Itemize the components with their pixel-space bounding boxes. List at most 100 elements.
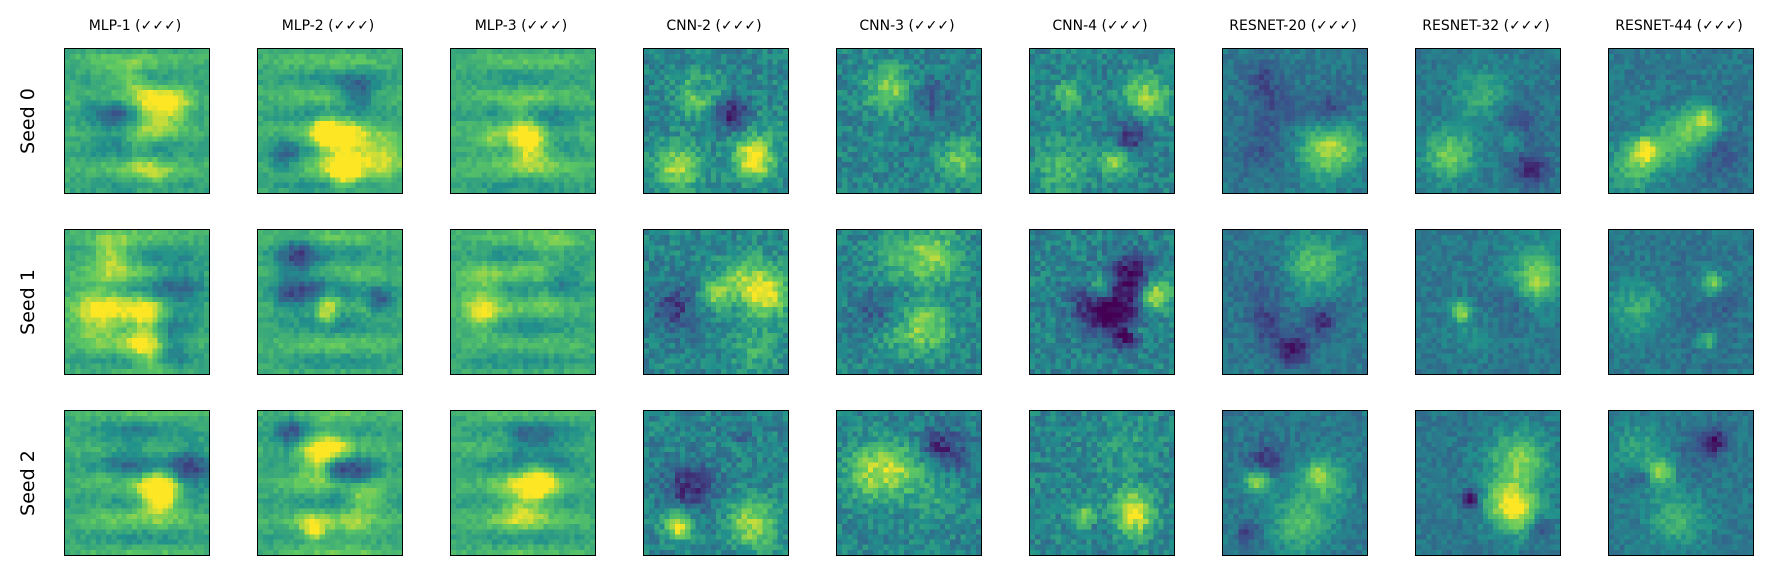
heatmap-cell	[762, 54, 767, 59]
heatmap-cell	[894, 70, 899, 75]
heatmap-cell	[726, 147, 731, 152]
heatmap-cell	[199, 131, 204, 136]
column-title-cnn-2: CNN-2 (✓✓✓)	[604, 17, 824, 35]
heatmap-cell	[273, 188, 278, 193]
heatmap-cell	[194, 54, 199, 59]
heatmap-cell	[654, 121, 659, 126]
heatmap-cell	[304, 147, 309, 152]
heatmap-cell	[371, 85, 376, 90]
heatmap-cell	[670, 178, 675, 183]
heatmap-cell	[513, 85, 518, 90]
heatmap-cell	[716, 172, 721, 177]
heatmap-cell	[966, 162, 971, 167]
heatmap-cell	[1169, 178, 1174, 183]
heatmap-cell	[304, 100, 309, 105]
heatmap-cell	[1087, 49, 1092, 54]
heatmap-cell	[726, 49, 731, 54]
heatmap-cell	[955, 167, 960, 172]
heatmap-cell	[888, 85, 893, 90]
heatmap-cell	[122, 111, 127, 116]
heatmap-cell	[747, 147, 752, 152]
heatmap-cell	[945, 111, 950, 116]
heatmap-cell	[549, 136, 554, 141]
heatmap-cell	[397, 80, 402, 85]
heatmap-cell	[273, 106, 278, 111]
heatmap-cell	[878, 131, 883, 136]
heatmap-cell	[91, 142, 96, 147]
heatmap-cell	[518, 59, 523, 64]
heatmap-cell	[279, 100, 284, 105]
heatmap-cell	[523, 59, 528, 64]
heatmap-cell	[1259, 95, 1264, 100]
heatmap-cell	[472, 80, 477, 85]
heatmap-cell	[1352, 49, 1357, 54]
heatmap-cell	[466, 111, 471, 116]
heatmap-cell	[1035, 85, 1040, 90]
heatmap-cell	[492, 172, 497, 177]
heatmap-cell	[654, 152, 659, 157]
heatmap-cell	[376, 188, 381, 193]
heatmap-cell	[1040, 111, 1045, 116]
heatmap-cell	[1346, 64, 1351, 69]
heatmap-cell	[716, 106, 721, 111]
heatmap-cell	[1061, 64, 1066, 69]
heatmap-cell	[122, 121, 127, 126]
heatmap-cell	[960, 183, 965, 188]
heatmap-cell	[258, 106, 263, 111]
heatmap-cell	[752, 116, 757, 121]
heatmap-cell	[111, 131, 116, 136]
heatmap-cell	[858, 64, 863, 69]
heatmap-cell	[263, 75, 268, 80]
heatmap-cell	[466, 90, 471, 95]
heatmap-cell	[852, 136, 857, 141]
heatmap-cell	[273, 142, 278, 147]
heatmap-cell	[909, 100, 914, 105]
heatmap-cell	[1081, 111, 1086, 116]
heatmap-cell	[1061, 75, 1066, 80]
heatmap-cell	[868, 80, 873, 85]
heatmap-cell	[1143, 126, 1148, 131]
heatmap-cell	[649, 147, 654, 152]
heatmap-cell	[737, 85, 742, 90]
heatmap-cell	[65, 178, 70, 183]
heatmap-cell	[456, 85, 461, 90]
heatmap-cell	[477, 49, 482, 54]
heatmap-cell	[279, 183, 284, 188]
heatmap-cell	[878, 95, 883, 100]
heatmap-cell	[966, 64, 971, 69]
heatmap-cell	[955, 85, 960, 90]
heatmap-cell	[127, 80, 132, 85]
heatmap-cell	[1133, 100, 1138, 105]
heatmap-cell	[96, 111, 101, 116]
heatmap-cell	[204, 188, 209, 193]
heatmap-cell	[1092, 59, 1097, 64]
heatmap-cell	[1092, 126, 1097, 131]
heatmap-cell	[585, 95, 590, 100]
heatmap-cell	[695, 162, 700, 167]
heatmap-cell	[767, 49, 772, 54]
heatmap-cell	[1112, 100, 1117, 105]
heatmap-cell	[721, 172, 726, 177]
heatmap-cell	[858, 121, 863, 126]
heatmap-cell	[304, 131, 309, 136]
heatmap-cell	[101, 126, 106, 131]
heatmap-cell	[1138, 142, 1143, 147]
heatmap-cell	[654, 126, 659, 131]
heatmap-cell	[1310, 49, 1315, 54]
heatmap-cell	[914, 95, 919, 100]
heatmap-cell	[1035, 162, 1040, 167]
heatmap-cell	[335, 157, 340, 162]
heatmap-cell	[508, 100, 513, 105]
heatmap-cell	[1117, 157, 1122, 162]
heatmap-cell	[966, 75, 971, 80]
heatmap-cell	[778, 136, 783, 141]
heatmap-cell	[971, 126, 976, 131]
heatmap-cell	[376, 95, 381, 100]
heatmap-cell	[737, 90, 742, 95]
heatmap-cell	[1035, 136, 1040, 141]
heatmap-cell	[91, 183, 96, 188]
heatmap-cell	[716, 152, 721, 157]
heatmap-cell	[924, 64, 929, 69]
heatmap-cell	[1352, 90, 1357, 95]
heatmap-cell	[1066, 70, 1071, 75]
